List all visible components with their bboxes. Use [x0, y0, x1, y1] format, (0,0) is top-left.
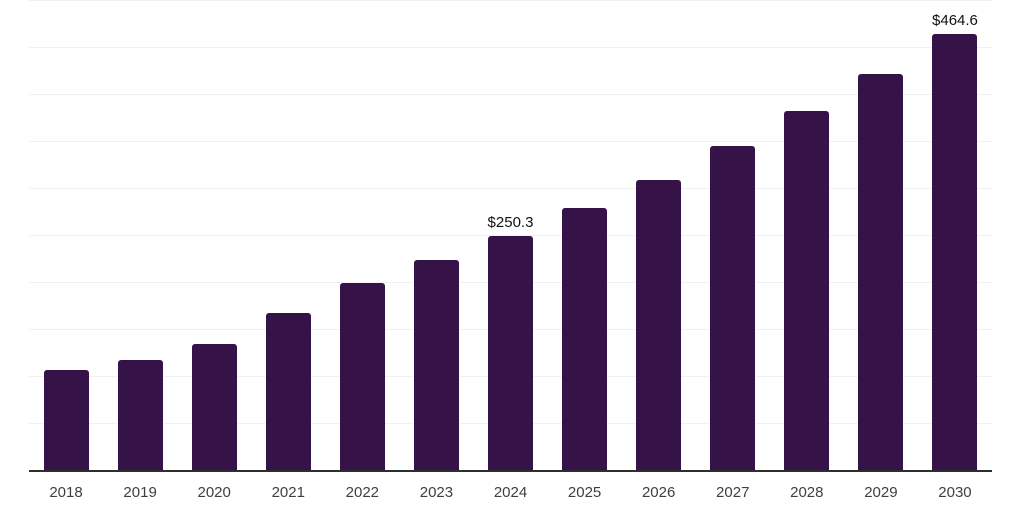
x-tick-2020: 2020	[197, 484, 231, 501]
x-tick-2025: 2025	[567, 484, 602, 501]
x-tick-2026: 2026	[641, 484, 676, 501]
bar-2026	[636, 179, 682, 471]
x-tick-2018: 2018	[49, 484, 83, 501]
bar-2020	[191, 344, 237, 471]
bar-2019	[117, 359, 163, 471]
gridline-300	[29, 188, 992, 189]
x-axis-labels: 2018 2019 2020 2021 2022 2023 2024 2025 2026 2027…	[29, 484, 992, 502]
x-tick-2019: 2019	[123, 484, 157, 501]
gridline-450	[29, 47, 992, 48]
x-tick-2023: 2023	[419, 484, 454, 501]
gridline-350	[29, 141, 992, 142]
bar-2027	[710, 145, 756, 471]
value-label-2024: $250.3	[487, 213, 534, 231]
bar-2022	[339, 283, 385, 471]
x-tick-2030: 2030	[938, 484, 972, 501]
x-tick-2022: 2022	[345, 484, 380, 501]
gridline-500	[29, 0, 992, 1]
x-tick-2021: 2021	[271, 484, 305, 501]
bar-2029	[858, 74, 904, 471]
bar-2018	[43, 370, 89, 471]
x-tick-2024: 2024	[493, 484, 528, 501]
bar-2021	[265, 312, 311, 471]
bar-2025	[562, 208, 608, 471]
bar-2023	[413, 260, 459, 471]
x-tick-2029: 2029	[864, 484, 898, 501]
value-label-2030: $464.6	[932, 12, 978, 30]
x-axis-line	[29, 470, 992, 472]
bar-2030	[932, 34, 978, 471]
bar-2028	[784, 110, 830, 471]
x-tick-2028: 2028	[790, 484, 824, 501]
gridline-250	[29, 235, 992, 236]
plot-area: $250.3 $464.6	[29, 0, 992, 471]
gridline-400	[29, 94, 992, 95]
x-tick-2027: 2027	[716, 484, 750, 501]
bar-2024	[488, 235, 533, 471]
